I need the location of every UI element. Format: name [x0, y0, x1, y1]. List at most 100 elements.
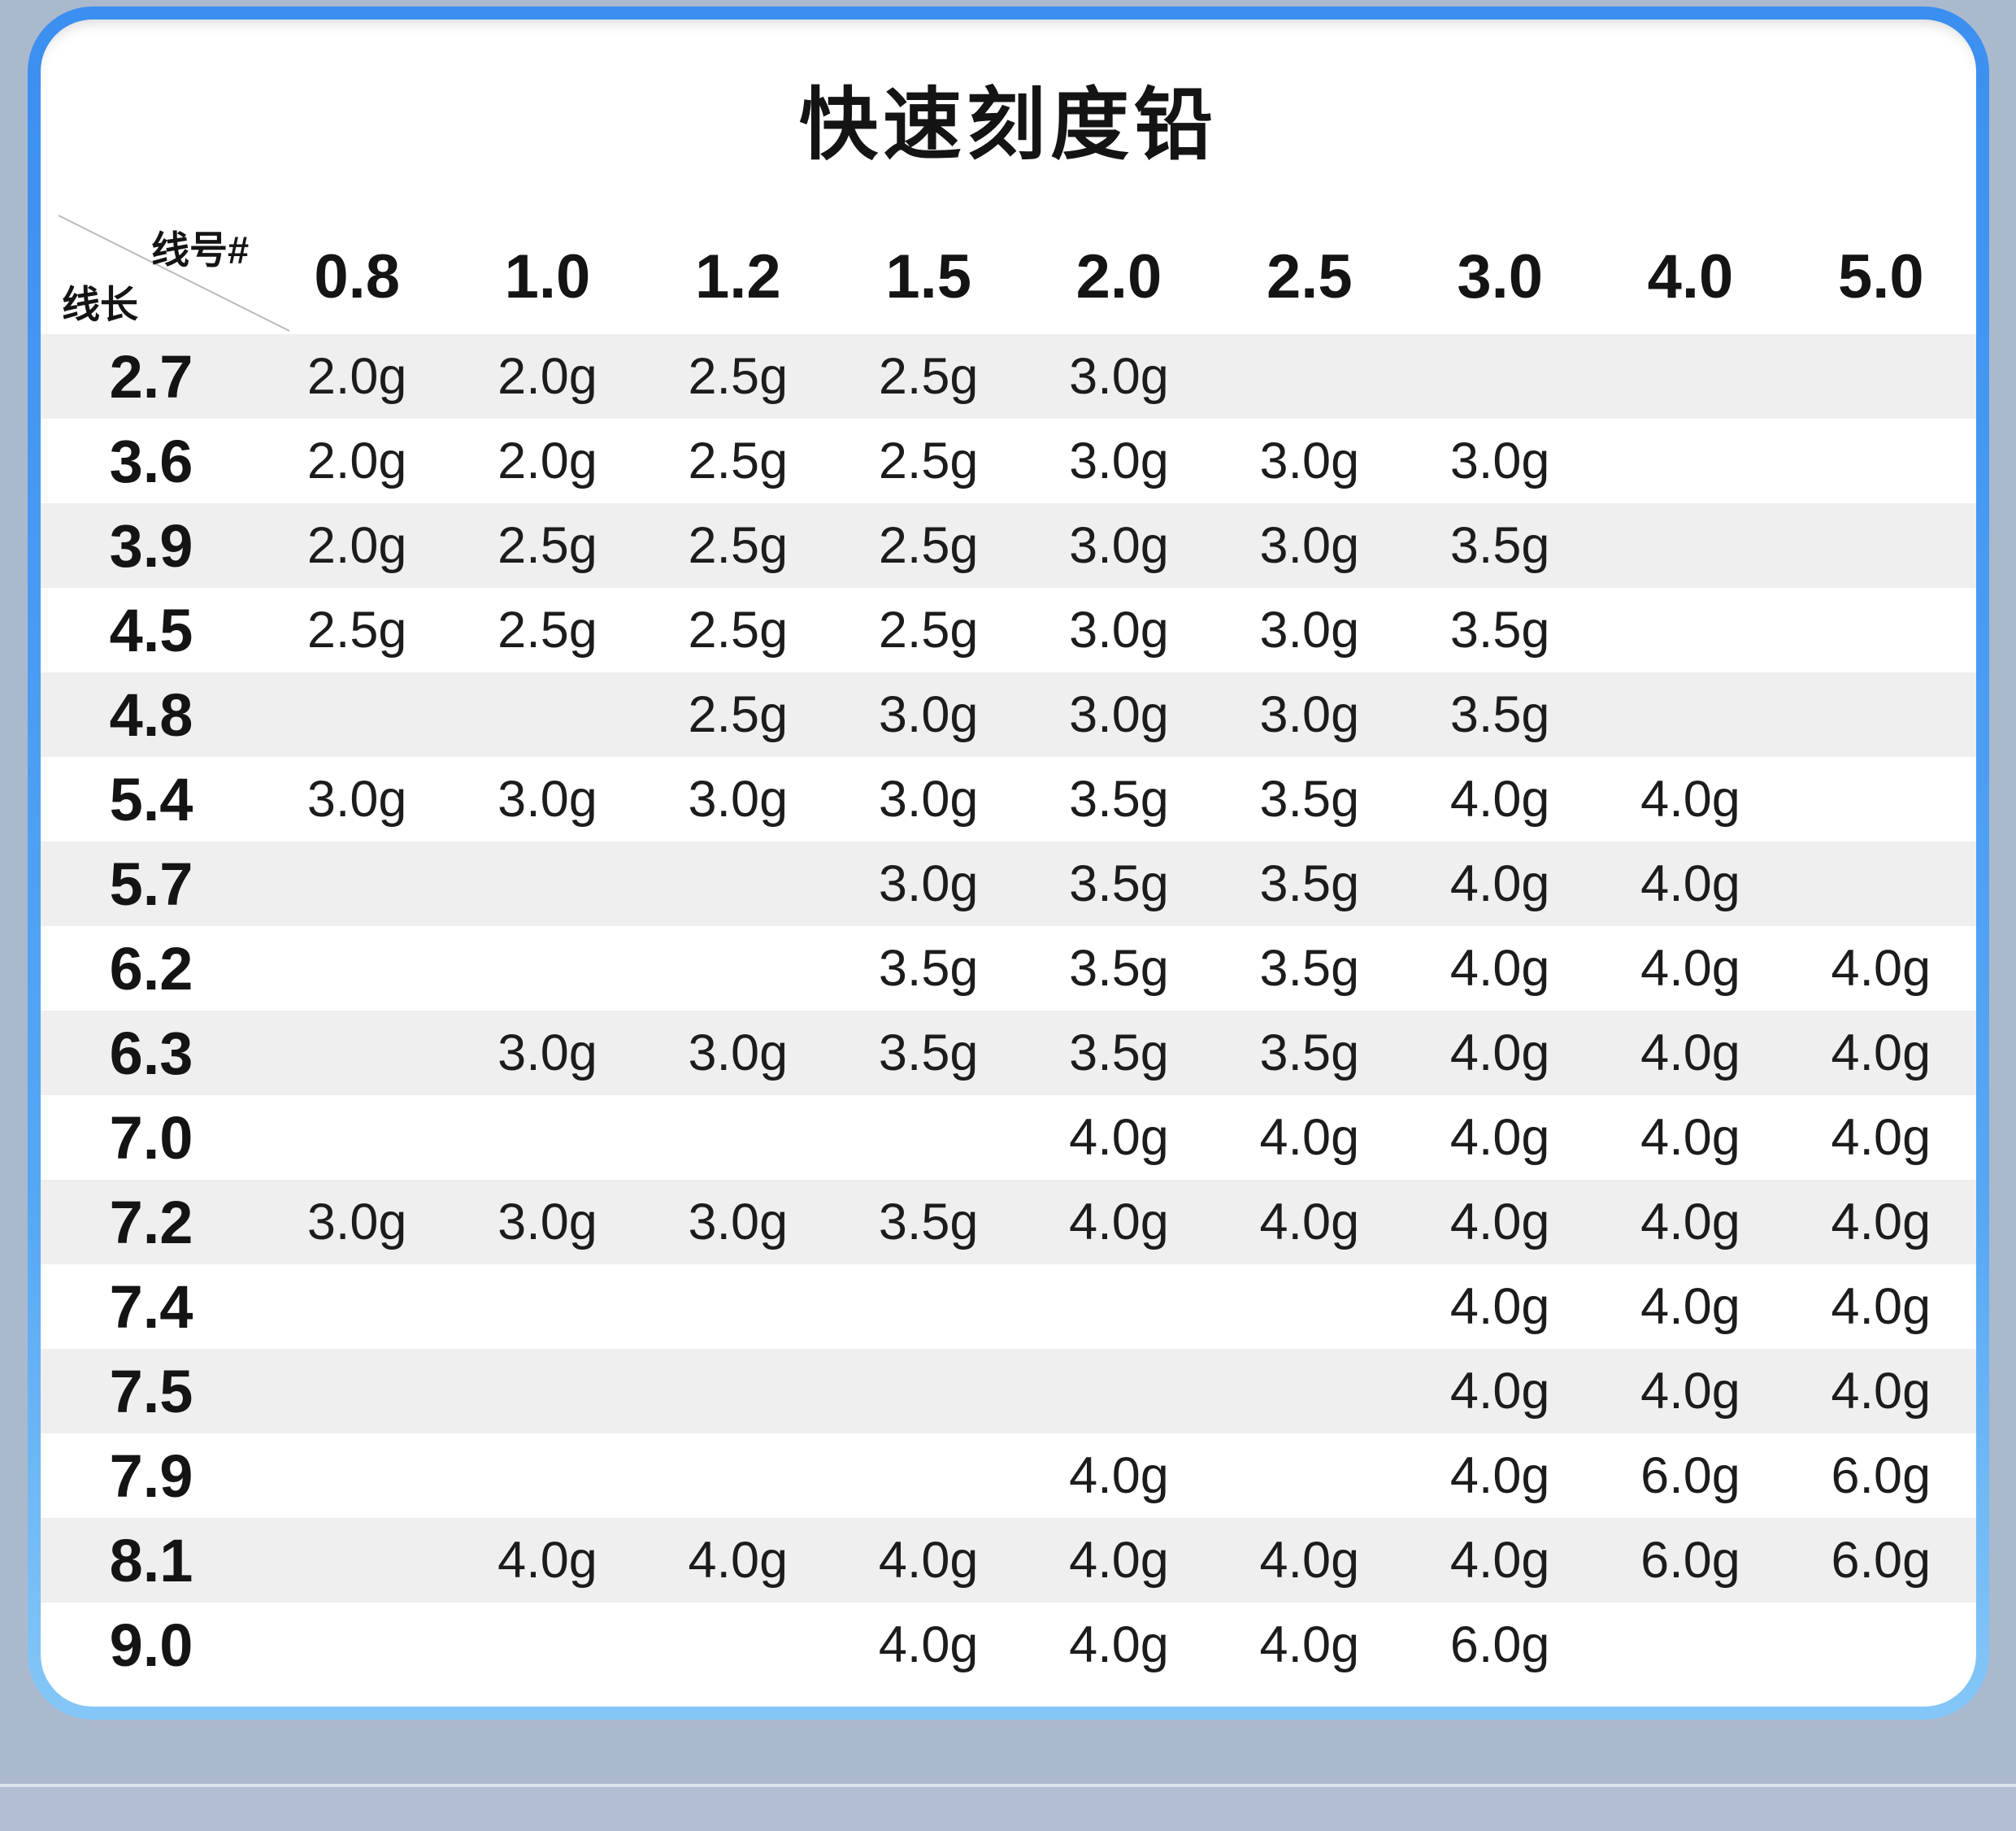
table-row: 8.1 4.0g 4.0g 4.0g 4.0g 4.0g 4.0g 6.0g 6.0g: [41, 1518, 1976, 1603]
table-cell: 2.5g: [306, 602, 407, 659]
row-label: 8.1: [109, 1526, 193, 1594]
table-cell: 3.0g: [497, 1194, 597, 1250]
table-cell: 4.0g: [1640, 855, 1740, 912]
table-cell: 4.0g: [1449, 1109, 1550, 1166]
table-cell: 6.0g: [1640, 1532, 1740, 1589]
row-label: 3.9: [109, 511, 193, 580]
table-row: 2.7 2.0g 2.0g 2.5g 2.5g 3.0g: [41, 334, 1976, 419]
table-cell: 4.0g: [1449, 771, 1550, 828]
table-cell: 3.5g: [1259, 1024, 1360, 1081]
table-header-row: 线号# 线长 0.8 1.0 1.2 1.5 2.0 2.5 3.0 4.0 5.0: [41, 198, 1976, 334]
table-cell: 4.0g: [1831, 1363, 1931, 1420]
divider-line: [0, 1784, 2016, 1787]
table-cell: 4.0g: [688, 1532, 789, 1589]
table-cell: 3.5g: [1449, 517, 1550, 574]
table-cell: 4.0g: [1449, 940, 1550, 997]
row-label: 4.8: [109, 681, 193, 749]
table-cell: 4.0g: [878, 1532, 979, 1589]
row-label: 3.6: [109, 427, 193, 495]
row-label: 6.2: [109, 934, 193, 1002]
table-cell: 4.0g: [1831, 1024, 1931, 1081]
table-row: 3.9 2.0g 2.5g 2.5g 2.5g 3.0g 3.0g 3.5g: [41, 503, 1976, 588]
table-cell: 4.0g: [1831, 1109, 1931, 1166]
row-label: 7.2: [109, 1188, 193, 1256]
table-cell: 2.0g: [497, 433, 597, 489]
column-header: 4.0: [1647, 241, 1734, 311]
table-cell: 4.0g: [1831, 940, 1931, 997]
column-header: 3.0: [1457, 241, 1543, 311]
table-cell: 3.0g: [878, 771, 979, 828]
lead-weight-table: 线号# 线长 0.8 1.0 1.2 1.5 2.0 2.5 3.0 4.0 5.0 2.7 2.…: [41, 198, 1976, 1687]
table-cell: 3.5g: [1069, 940, 1169, 997]
table-cell: 4.0g: [878, 1616, 979, 1673]
table-cell: 4.0g: [1069, 1616, 1169, 1673]
table-cell: 2.5g: [878, 517, 979, 574]
table-cell: 3.0g: [1259, 517, 1360, 574]
table-cell: 4.0g: [1640, 1109, 1740, 1166]
table-cell: 3.0g: [1069, 517, 1169, 574]
corner-label-line-number: 线号#: [151, 228, 250, 272]
table-cell: 3.5g: [878, 940, 979, 997]
table-cell: 2.5g: [688, 517, 789, 574]
column-header: 5.0: [1837, 241, 1924, 311]
table-cell: 2.0g: [306, 433, 407, 489]
table-cell: 4.0g: [1640, 771, 1740, 828]
table-card-border: 快速刻度铅 线号# 线长 0.8 1.0 1.2 1.5 2.0 2.5 3.0 4.0 5.0…: [28, 7, 1989, 1720]
table-cell: 4.0g: [1069, 1447, 1169, 1504]
page-title: 快速刻度铅: [799, 80, 1218, 169]
table-cell: 2.5g: [688, 348, 789, 405]
table-cell: 4.0g: [1831, 1194, 1931, 1250]
table-cell: 6.0g: [1449, 1616, 1550, 1673]
table-row: 7.4 4.0g 4.0g 4.0g: [41, 1264, 1976, 1349]
diagonal-divider: [58, 215, 290, 332]
table-cell: 3.0g: [688, 1024, 789, 1081]
table-cell: 3.0g: [1259, 686, 1360, 743]
table-row: 7.0 4.0g 4.0g 4.0g 4.0g 4.0g: [41, 1095, 1976, 1180]
table-cell: 4.0g: [1640, 1363, 1740, 1420]
table-cell: 3.0g: [688, 771, 789, 828]
table-cell: 3.5g: [1449, 602, 1550, 659]
table-cell: 3.0g: [878, 686, 979, 743]
row-label: 4.5: [109, 596, 193, 664]
table-cell: 6.0g: [1640, 1447, 1740, 1504]
column-header: 1.2: [694, 241, 781, 311]
table-cell: 3.5g: [878, 1194, 979, 1250]
corner-label-line-length: 线长: [62, 283, 138, 326]
row-label: 6.3: [109, 1019, 193, 1087]
table-cell: 3.5g: [1259, 855, 1360, 912]
table-cell: 3.0g: [306, 771, 407, 828]
table-cell: 3.5g: [1259, 771, 1360, 828]
table-cell: 3.0g: [688, 1194, 789, 1250]
row-label: 7.5: [109, 1357, 193, 1425]
table-body: 2.7 2.0g 2.0g 2.5g 2.5g 3.0g 3.6 2.0g 2.0g 2.5g 2.…: [41, 334, 1976, 1687]
table-cell: 4.0g: [1069, 1109, 1169, 1166]
table-row: 5.7 3.0g 3.5g 3.5g 4.0g 4.0g: [41, 842, 1976, 926]
column-header: 1.0: [504, 241, 591, 311]
table-row: 6.3 3.0g 3.0g 3.5g 3.5g 3.5g 4.0g 4.0g 4.0g: [41, 1011, 1976, 1095]
table-row: 4.5 2.5g 2.5g 2.5g 2.5g 3.0g 3.0g 3.5g: [41, 588, 1976, 672]
table-cell: 4.0g: [1069, 1532, 1169, 1589]
table-row: 4.8 2.5g 3.0g 3.0g 3.0g 3.5g: [41, 672, 1976, 757]
footer-strip: [0, 1787, 2016, 1831]
table-cell: 2.5g: [688, 602, 789, 659]
table-cell: 4.0g: [1259, 1532, 1360, 1589]
table-cell: 2.5g: [878, 348, 979, 405]
table-cell: 4.0g: [1449, 1024, 1550, 1081]
row-label: 5.4: [109, 765, 193, 833]
row-label: 7.0: [109, 1103, 193, 1172]
table-cell: 4.0g: [1449, 1532, 1550, 1589]
table-cell: 3.0g: [1069, 433, 1169, 489]
table-cell: 3.0g: [497, 771, 597, 828]
table-cell: 3.5g: [1069, 771, 1169, 828]
table-cell: 2.5g: [688, 433, 789, 489]
corner-cell: 线号# 线长: [41, 198, 290, 334]
table-cell: 3.0g: [497, 1024, 597, 1081]
table-cell: 4.0g: [1069, 1194, 1169, 1250]
table-cell: 3.0g: [1069, 686, 1169, 743]
table-cell: 2.5g: [878, 602, 979, 659]
table-cell: 3.5g: [1259, 940, 1360, 997]
table-cell: 3.5g: [1449, 686, 1550, 743]
table-cell: 2.5g: [497, 602, 597, 659]
table-cell: 2.0g: [497, 348, 597, 405]
column-header: 2.5: [1266, 241, 1353, 311]
